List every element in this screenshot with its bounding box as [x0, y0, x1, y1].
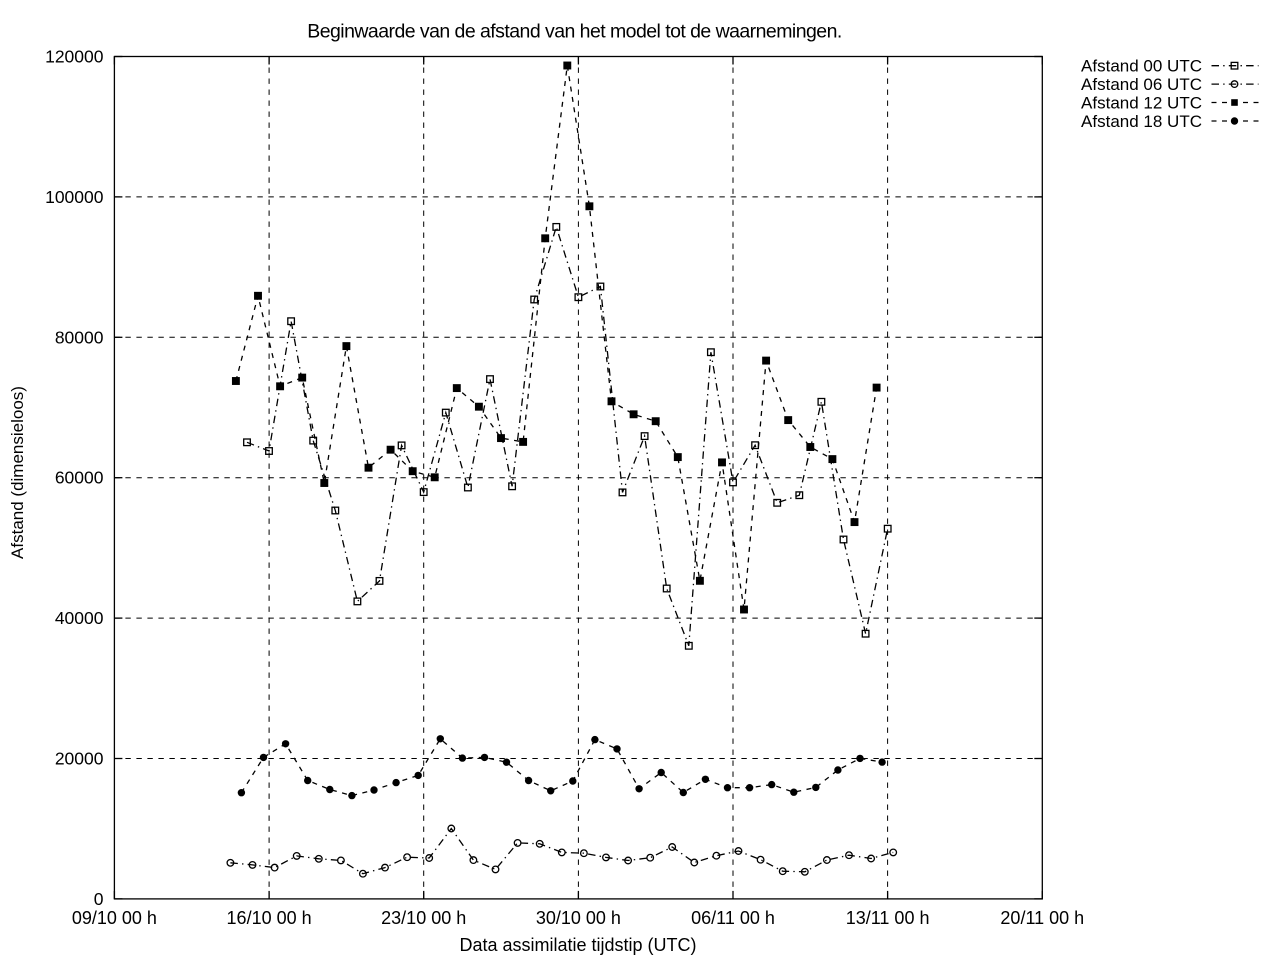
svg-text:Afstand 06 UTC: Afstand 06 UTC: [1081, 75, 1202, 94]
svg-text:23/10 00 h: 23/10 00 h: [381, 908, 466, 928]
svg-text:20000: 20000: [55, 749, 104, 769]
svg-text:0: 0: [94, 889, 104, 909]
svg-text:Beginwaarde van de afstand van: Beginwaarde van de afstand van het model…: [307, 21, 842, 43]
svg-text:30/10 00 h: 30/10 00 h: [536, 908, 621, 928]
svg-text:60000: 60000: [55, 468, 104, 488]
svg-text:09/10 00 h: 09/10 00 h: [72, 908, 157, 928]
svg-text:120000: 120000: [45, 47, 104, 67]
svg-text:Afstand (dimensieloos): Afstand (dimensieloos): [8, 386, 27, 559]
svg-text:100000: 100000: [45, 187, 104, 207]
svg-text:06/11 00 h: 06/11 00 h: [691, 908, 775, 928]
svg-text:13/11 00 h: 13/11 00 h: [846, 908, 930, 928]
svg-text:20/11 00 h: 20/11 00 h: [1000, 908, 1084, 928]
svg-text:80000: 80000: [55, 327, 104, 347]
svg-text:16/10 00 h: 16/10 00 h: [227, 908, 312, 928]
svg-text:40000: 40000: [55, 608, 104, 628]
svg-text:Afstand 18 UTC: Afstand 18 UTC: [1081, 112, 1202, 131]
svg-text:Data assimilatie tijdstip (UTC: Data assimilatie tijdstip (UTC): [459, 935, 696, 955]
svg-text:Afstand 12 UTC: Afstand 12 UTC: [1081, 94, 1202, 113]
svg-text:Afstand 00 UTC: Afstand 00 UTC: [1081, 57, 1202, 76]
